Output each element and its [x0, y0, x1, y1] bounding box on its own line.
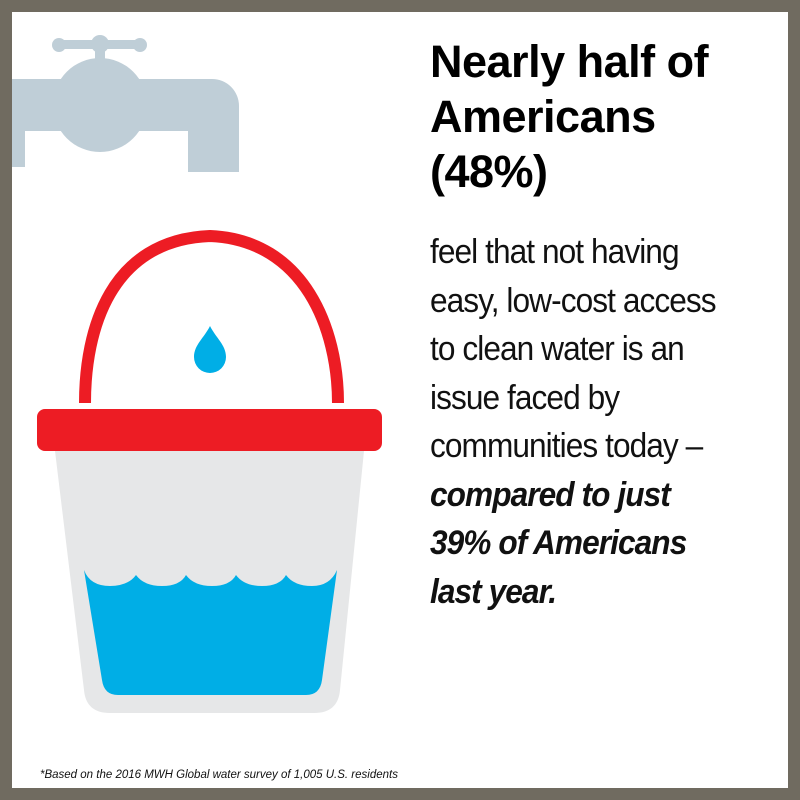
body-line: easy, low-cost access	[430, 281, 717, 320]
headline: Nearly half of Americans (48%)	[430, 34, 709, 199]
footnote: *Based on the 2016 MWH Global water surv…	[40, 769, 398, 781]
emphasis-line: 39% of Americans	[430, 524, 687, 562]
illustration	[12, 35, 382, 713]
emphasis-line: last year.	[430, 572, 557, 611]
headline-line: Americans	[430, 91, 656, 142]
body-line: communities today –	[430, 427, 703, 465]
emphasis-line: compared to just	[430, 475, 671, 514]
infographic-panel: Nearly half of Americans (48%) feel that…	[12, 12, 788, 788]
faucet-icon	[12, 35, 239, 172]
body-line: to clean water is an	[430, 330, 685, 368]
body-line: issue faced by	[430, 378, 620, 417]
water-drop-icon	[194, 326, 226, 373]
body-line: feel that not having	[430, 233, 680, 271]
body-text: feel that not having easy, low-cost acce…	[430, 228, 788, 616]
bucket-icon	[37, 229, 382, 713]
headline-line: Nearly half of	[430, 36, 709, 87]
headline-stat: (48%)	[430, 146, 548, 197]
